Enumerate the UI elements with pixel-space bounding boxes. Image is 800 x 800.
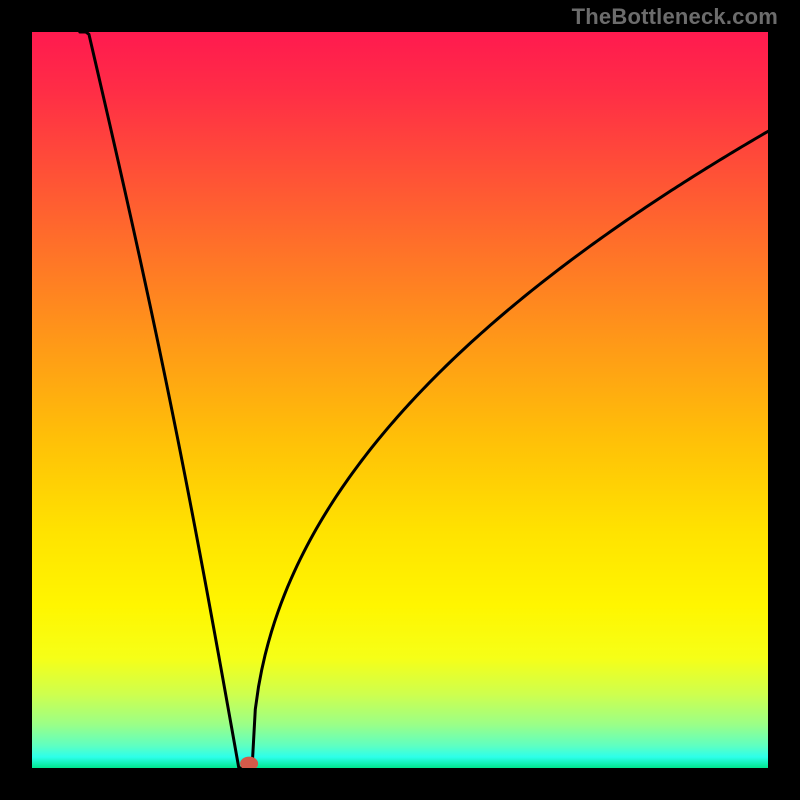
image-frame: TheBottleneck.com (0, 0, 800, 800)
plot-svg (32, 32, 768, 768)
watermark-text: TheBottleneck.com (572, 4, 778, 30)
gradient-background (32, 32, 768, 768)
bottleneck-plot (32, 32, 768, 768)
